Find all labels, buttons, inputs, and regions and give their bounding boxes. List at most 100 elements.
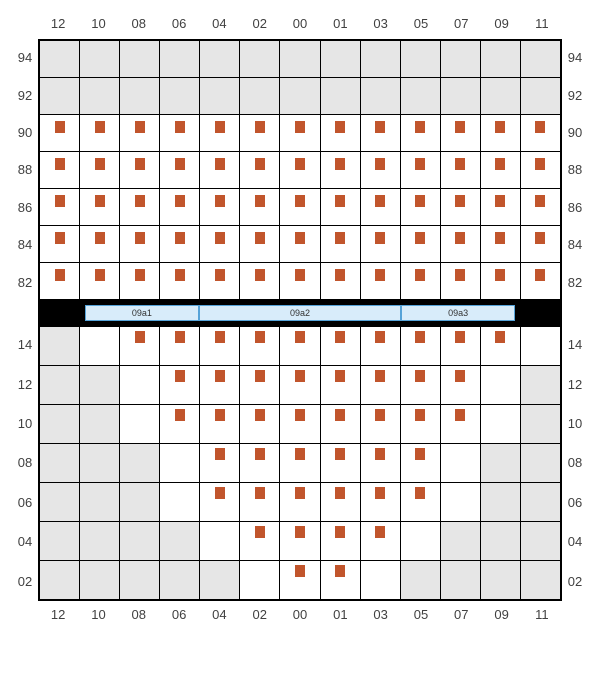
cell[interactable] bbox=[441, 189, 480, 225]
seat-marker[interactable] bbox=[335, 487, 345, 499]
cell[interactable] bbox=[200, 152, 239, 188]
cell[interactable] bbox=[401, 189, 440, 225]
cell[interactable] bbox=[120, 115, 159, 151]
cell[interactable] bbox=[240, 327, 279, 365]
cell[interactable] bbox=[401, 152, 440, 188]
seat-marker[interactable] bbox=[535, 232, 545, 244]
seat-marker[interactable] bbox=[135, 232, 145, 244]
seat-marker[interactable] bbox=[495, 195, 505, 207]
cell[interactable] bbox=[481, 405, 520, 443]
cell[interactable] bbox=[120, 405, 159, 443]
seat-marker[interactable] bbox=[215, 331, 225, 343]
cell[interactable] bbox=[321, 405, 360, 443]
seat-marker[interactable] bbox=[455, 232, 465, 244]
seat-marker[interactable] bbox=[55, 232, 65, 244]
cell[interactable] bbox=[321, 561, 360, 599]
seat-marker[interactable] bbox=[175, 370, 185, 382]
cell[interactable] bbox=[240, 152, 279, 188]
seat-marker[interactable] bbox=[215, 269, 225, 281]
cell[interactable] bbox=[321, 226, 360, 262]
cell[interactable] bbox=[200, 483, 239, 521]
seat-marker[interactable] bbox=[215, 448, 225, 460]
seat-marker[interactable] bbox=[415, 158, 425, 170]
cell[interactable] bbox=[280, 522, 319, 560]
seat-marker[interactable] bbox=[375, 487, 385, 499]
seat-marker[interactable] bbox=[295, 195, 305, 207]
cell[interactable] bbox=[441, 366, 480, 404]
seat-marker[interactable] bbox=[335, 158, 345, 170]
seat-marker[interactable] bbox=[335, 121, 345, 133]
seat-marker[interactable] bbox=[535, 195, 545, 207]
seat-marker[interactable] bbox=[135, 331, 145, 343]
cell[interactable] bbox=[481, 189, 520, 225]
seat-marker[interactable] bbox=[175, 158, 185, 170]
ca-segment[interactable]: 09a3 bbox=[401, 305, 515, 321]
cell[interactable] bbox=[361, 189, 400, 225]
cell[interactable] bbox=[401, 366, 440, 404]
cell[interactable] bbox=[40, 152, 79, 188]
cell[interactable] bbox=[40, 115, 79, 151]
cell[interactable] bbox=[441, 483, 480, 521]
cell[interactable] bbox=[401, 405, 440, 443]
seat-marker[interactable] bbox=[255, 269, 265, 281]
cell[interactable] bbox=[40, 226, 79, 262]
cell[interactable] bbox=[321, 444, 360, 482]
seat-marker[interactable] bbox=[375, 232, 385, 244]
seat-marker[interactable] bbox=[375, 331, 385, 343]
cell[interactable] bbox=[321, 483, 360, 521]
cell[interactable] bbox=[240, 444, 279, 482]
seat-marker[interactable] bbox=[55, 121, 65, 133]
cell[interactable] bbox=[240, 189, 279, 225]
cell[interactable] bbox=[280, 226, 319, 262]
seat-marker[interactable] bbox=[375, 195, 385, 207]
cell[interactable] bbox=[200, 263, 239, 299]
cell[interactable] bbox=[240, 115, 279, 151]
cell[interactable] bbox=[120, 327, 159, 365]
cell[interactable] bbox=[160, 366, 199, 404]
seat-marker[interactable] bbox=[175, 409, 185, 421]
seat-marker[interactable] bbox=[255, 331, 265, 343]
cell[interactable] bbox=[200, 226, 239, 262]
cell[interactable] bbox=[240, 226, 279, 262]
cell[interactable] bbox=[280, 152, 319, 188]
cell[interactable] bbox=[120, 226, 159, 262]
cell[interactable] bbox=[280, 263, 319, 299]
cell[interactable] bbox=[240, 366, 279, 404]
seat-marker[interactable] bbox=[255, 448, 265, 460]
seat-marker[interactable] bbox=[455, 158, 465, 170]
seat-marker[interactable] bbox=[175, 232, 185, 244]
seat-marker[interactable] bbox=[415, 195, 425, 207]
seat-marker[interactable] bbox=[375, 448, 385, 460]
seat-marker[interactable] bbox=[295, 269, 305, 281]
seat-marker[interactable] bbox=[95, 269, 105, 281]
seat-marker[interactable] bbox=[455, 331, 465, 343]
seat-marker[interactable] bbox=[175, 269, 185, 281]
cell[interactable] bbox=[200, 405, 239, 443]
cell[interactable] bbox=[521, 189, 560, 225]
cell[interactable] bbox=[321, 366, 360, 404]
seat-marker[interactable] bbox=[295, 232, 305, 244]
seat-marker[interactable] bbox=[255, 195, 265, 207]
cell[interactable] bbox=[80, 263, 119, 299]
cell[interactable] bbox=[441, 152, 480, 188]
cell[interactable] bbox=[401, 327, 440, 365]
cell[interactable] bbox=[80, 115, 119, 151]
cell[interactable] bbox=[361, 522, 400, 560]
seat-marker[interactable] bbox=[255, 158, 265, 170]
seat-marker[interactable] bbox=[135, 121, 145, 133]
seat-marker[interactable] bbox=[335, 526, 345, 538]
cell[interactable] bbox=[481, 226, 520, 262]
cell[interactable] bbox=[361, 263, 400, 299]
cell[interactable] bbox=[80, 327, 119, 365]
cell[interactable] bbox=[401, 522, 440, 560]
cell[interactable] bbox=[280, 444, 319, 482]
seat-marker[interactable] bbox=[415, 269, 425, 281]
cell[interactable] bbox=[160, 226, 199, 262]
seat-marker[interactable] bbox=[175, 121, 185, 133]
cell[interactable] bbox=[280, 327, 319, 365]
cell[interactable] bbox=[280, 366, 319, 404]
cell[interactable] bbox=[441, 444, 480, 482]
cell[interactable] bbox=[200, 189, 239, 225]
seat-marker[interactable] bbox=[455, 409, 465, 421]
cell[interactable] bbox=[481, 327, 520, 365]
